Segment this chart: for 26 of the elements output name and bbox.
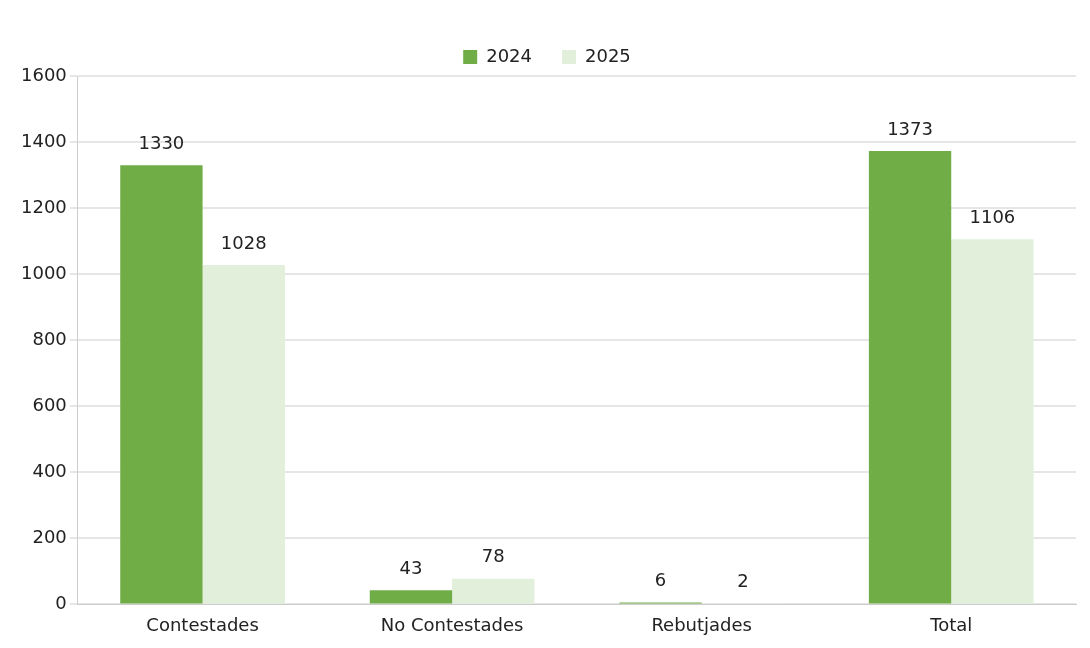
data-label: 1373 bbox=[887, 117, 933, 139]
x-tick-label: Rebutjades bbox=[651, 613, 752, 635]
data-label: 2 bbox=[737, 570, 749, 592]
y-tick-label: 200 bbox=[32, 526, 67, 548]
y-tick-label: 400 bbox=[32, 459, 67, 481]
bar bbox=[868, 150, 952, 604]
data-label: 78 bbox=[481, 545, 505, 567]
x-tick-label: Contestades bbox=[146, 613, 259, 635]
data-label: 1330 bbox=[138, 131, 185, 153]
y-tick-label: 600 bbox=[32, 393, 67, 415]
data-label: 43 bbox=[399, 556, 423, 578]
bar bbox=[369, 590, 453, 604]
y-tick-label: 1200 bbox=[21, 195, 67, 217]
data-label: 6 bbox=[654, 569, 667, 591]
legend-label: 2024 bbox=[486, 44, 532, 66]
y-tick-label: 800 bbox=[32, 327, 67, 349]
x-tick-label: Total bbox=[929, 613, 973, 635]
x-tick-label: No Contestades bbox=[380, 613, 524, 635]
legend-label: 2025 bbox=[585, 44, 631, 66]
bar bbox=[120, 165, 203, 604]
y-tick-label: 1000 bbox=[21, 261, 67, 283]
y-tick-label: 0 bbox=[55, 592, 67, 614]
data-label: 1028 bbox=[220, 231, 267, 253]
data-label: 1106 bbox=[969, 205, 1016, 227]
y-tick-label: 1400 bbox=[21, 129, 67, 151]
y-tick-label: 1600 bbox=[21, 63, 67, 85]
